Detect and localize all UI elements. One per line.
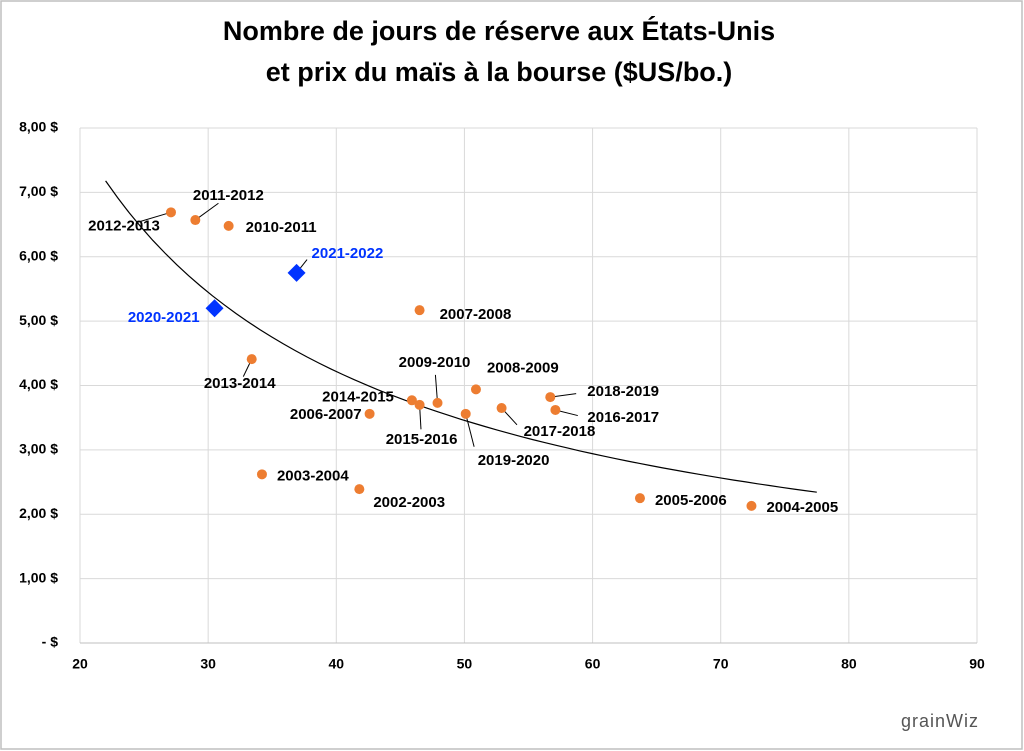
y-tick-label: 7,00 $ (19, 183, 58, 199)
point (496, 403, 507, 414)
x-tick-label: 80 (841, 656, 857, 672)
point (165, 207, 176, 218)
leader-line (465, 413, 475, 447)
point-label: 2006-2007 (290, 406, 362, 423)
point (460, 408, 471, 419)
point (287, 263, 306, 282)
leader-line (137, 211, 172, 223)
y-tick-label: 8,00 $ (19, 119, 58, 135)
point-label: 2011-2012 (193, 187, 264, 204)
chart-title: Nombre de jours de réserve aux États-Uni… (223, 15, 775, 46)
point (414, 305, 425, 316)
point-label: 2012-2013 (88, 217, 160, 234)
point (414, 399, 425, 410)
point-label: 2004-2005 (766, 499, 838, 516)
y-tick-label: 3,00 $ (19, 441, 58, 457)
point (354, 484, 365, 495)
y-tick-label: 6,00 $ (19, 247, 58, 263)
x-tick-label: 90 (969, 656, 985, 672)
logo: grainWiz (901, 711, 979, 731)
point (406, 395, 417, 406)
y-tick-label: 1,00 $ (19, 569, 58, 585)
point (746, 500, 757, 511)
point-label: 2014-2015 (322, 388, 394, 405)
point-label: 2003-2004 (277, 467, 349, 484)
point-label: 2020-2021 (128, 309, 200, 326)
point (364, 408, 375, 419)
point-label: 2005-2006 (655, 492, 727, 509)
point (634, 493, 645, 504)
trendline (105, 180, 817, 493)
point-label: 2007-2008 (440, 306, 512, 323)
y-tick-label: 4,00 $ (19, 376, 58, 392)
x-tick-label: 70 (713, 656, 729, 672)
y-tick-label: 5,00 $ (19, 312, 58, 328)
point-label: 2015-2016 (386, 431, 458, 448)
chart-title: et prix du maïs à la bourse ($US/bo.) (266, 57, 733, 87)
x-tick-label: 60 (585, 656, 601, 672)
point (205, 299, 224, 318)
point (545, 392, 556, 403)
point (190, 215, 201, 226)
y-tick-label: 2,00 $ (19, 505, 58, 521)
point-label: 2013-2014 (204, 375, 276, 392)
point-label: 2009-2010 (399, 354, 471, 371)
x-tick-label: 20 (72, 656, 88, 672)
point-label: 2008-2009 (487, 359, 559, 376)
point (550, 404, 561, 415)
x-tick-label: 40 (328, 656, 344, 672)
point (223, 220, 234, 231)
point-label: 2017-2018 (524, 423, 596, 440)
point (256, 469, 267, 480)
point-label: 2002-2003 (373, 494, 445, 511)
point (470, 384, 481, 395)
point (432, 397, 443, 408)
y-tick-label: - $ (42, 634, 59, 650)
point-label: 2019-2020 (478, 452, 550, 469)
point-label: 2018-2019 (587, 383, 659, 400)
x-tick-label: 50 (457, 656, 473, 672)
point (246, 354, 257, 365)
point-label: 2016-2017 (587, 409, 659, 426)
point-label: 2010-2011 (246, 219, 317, 236)
x-tick-label: 30 (200, 656, 216, 672)
point-label: 2021-2022 (312, 245, 384, 262)
